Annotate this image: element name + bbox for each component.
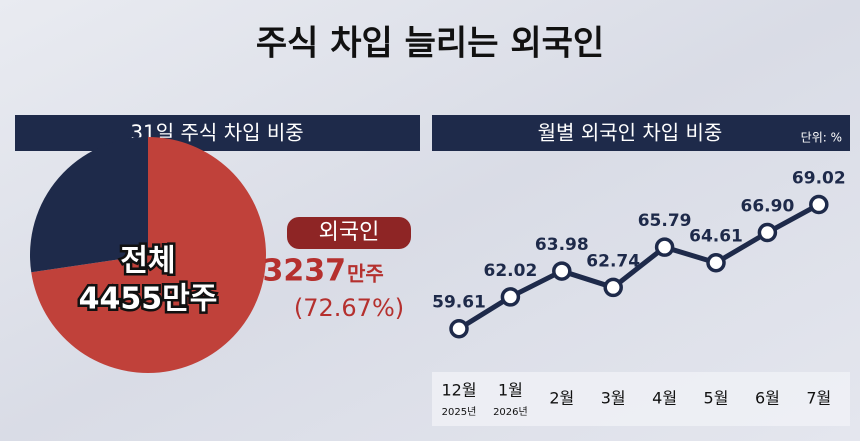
annotation-unit: 만주 [347, 262, 384, 286]
x-tick-label: 3월 [601, 389, 626, 408]
annotation-pill [287, 217, 411, 249]
value-label: 59.61 [432, 293, 486, 313]
value-label: 66.90 [741, 197, 795, 217]
value-label: 62.74 [586, 251, 640, 271]
line-marker [500, 287, 521, 307]
value-label: 69.02 [792, 169, 846, 189]
line-marker [706, 252, 726, 273]
x-tick-label: 12월 [441, 381, 476, 400]
line-marker [757, 222, 778, 243]
x-tick-sublabel: 2025년 [442, 406, 477, 418]
line-marker [809, 194, 829, 215]
x-tick-label: 4월 [652, 389, 677, 408]
panel-header [15, 115, 420, 151]
value-label: 64.61 [689, 227, 743, 247]
x-tick-sublabel: 2026년 [493, 406, 528, 418]
pie-slice [31, 137, 267, 373]
line-marker [654, 237, 675, 257]
value-label: 63.98 [535, 235, 589, 255]
page-title: 주식 차입 늘리는 외국인 [256, 24, 604, 64]
panel-header [432, 115, 850, 151]
unit-label: 단위: % [801, 131, 842, 145]
line-marker [552, 261, 572, 281]
x-tick-label: 2월 [549, 389, 574, 408]
line-marker [449, 318, 469, 339]
pie-slice [29, 137, 148, 273]
pie-center-value: 4455만주 [79, 282, 218, 317]
pie-value-label: (72.67%) [294, 294, 404, 322]
value-label: 62.02 [484, 261, 538, 281]
x-tick-label: 7월 [806, 389, 831, 408]
line-title: 월별 외국인 차입 비중 [538, 121, 723, 145]
x-tick-label: 5월 [704, 389, 729, 408]
value-label: 65.79 [638, 211, 692, 231]
pie-center-label: 전체 [120, 244, 175, 279]
line-marker [603, 277, 623, 298]
x-tick-label: 6월 [755, 389, 780, 408]
x-tick-label: 1월 [498, 381, 523, 400]
annotation-category: 외국인 [319, 220, 380, 245]
category-band [432, 372, 850, 426]
annotation-count: 3237 [263, 254, 347, 289]
